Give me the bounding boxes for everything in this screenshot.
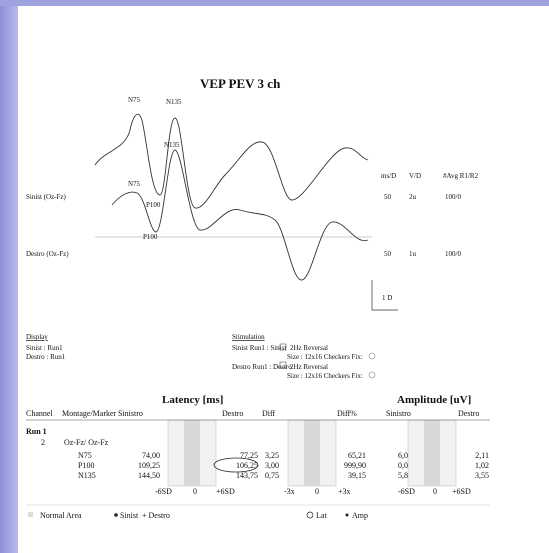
value-cell: 39,15 <box>348 471 366 480</box>
display-line: Sinist : Run1 <box>26 344 63 352</box>
peak-label: N75 <box>128 180 141 188</box>
fix-icon <box>368 352 376 360</box>
peak-label: N135 <box>166 98 182 106</box>
peak-label: N135 <box>164 141 180 149</box>
channel-label: Sinist (Oz-Fz) <box>26 193 67 201</box>
peak-label: N75 <box>128 96 141 104</box>
section-title: Display <box>26 333 48 341</box>
value-cell: 0,75 <box>265 471 279 480</box>
scale-label: -6SD <box>155 487 172 496</box>
legend-label: Sinist <box>120 511 139 520</box>
value-cell: 77,25 <box>240 451 258 460</box>
column-header: Destro <box>458 409 479 418</box>
scale-label: +6SD <box>452 487 471 496</box>
column-header: Sinistro <box>118 409 143 418</box>
normal-area-core <box>424 420 440 486</box>
checkbox <box>279 343 287 351</box>
group-header: Amplitude [uV] <box>397 394 471 406</box>
column-header: Sinistro <box>386 409 411 418</box>
stimulation-line: Size : 12x16 Checkers Fix: <box>287 372 363 380</box>
column-header: Diff <box>262 409 276 418</box>
marker: N135 <box>78 471 96 480</box>
value-cell: 109,25 <box>138 461 160 470</box>
settings-cell: 1u <box>409 250 417 258</box>
value-cell: 3,25 <box>265 451 279 460</box>
stimulation-line: Destro Run1 : Destro <box>232 363 292 371</box>
scale-label: 0 <box>315 487 319 496</box>
display-line: Destro : Run1 <box>26 353 66 361</box>
fix-icon <box>368 371 376 379</box>
scale-label: -6SD <box>398 487 415 496</box>
normal-area-swatch <box>28 512 33 517</box>
column-header: V/D <box>409 172 421 180</box>
settings-cell: 2u <box>409 193 417 201</box>
legend-label: Amp <box>352 511 368 520</box>
peak-label: P100 <box>146 201 161 209</box>
sinist-trace <box>94 113 369 209</box>
stimulation-line: 2Hz Reversal <box>290 363 328 371</box>
normal-area-core <box>184 420 200 486</box>
column-header: Diff% <box>337 409 357 418</box>
group-header: Latency [ms] <box>162 394 223 406</box>
column-header: Montage/Marker <box>62 409 117 418</box>
frame <box>0 0 549 6</box>
value-cell: 6,07 <box>398 451 412 460</box>
value-cell: 999,90 <box>344 461 366 470</box>
normal-areas <box>167 419 457 487</box>
value-cell: 5,84 <box>398 471 412 480</box>
legend-label: Lat <box>316 511 327 520</box>
lat-marker <box>306 511 314 519</box>
legend-label: + Destro <box>142 511 170 520</box>
checkbox <box>279 361 287 369</box>
peak-label: P100 <box>143 233 158 241</box>
marker: N75 <box>78 451 92 460</box>
page <box>18 0 549 553</box>
column-header: Destro <box>222 409 243 418</box>
amp-marker <box>345 513 349 517</box>
sinist-marker <box>114 513 118 517</box>
value-cell: 74,00 <box>142 451 160 460</box>
section-title: Stimulation <box>232 333 265 341</box>
highlight-ellipse <box>213 457 259 473</box>
stimulation-line: Sinist Run1 : Sinist <box>232 344 286 352</box>
settings-cell: 100/0 <box>445 250 461 258</box>
value-cell: 144,50 <box>138 471 160 480</box>
destro-trace <box>111 149 369 281</box>
value-cell: 1,02 <box>475 461 489 470</box>
scale-label: 1 D <box>382 294 392 302</box>
settings-cell: 50 <box>384 250 392 258</box>
legend-label: Normal Area <box>40 511 82 520</box>
stimulation-line: 2Hz Reversal <box>290 344 328 352</box>
column-header: #Avg R1/R2 <box>443 172 479 180</box>
value-cell: 3,55 <box>475 471 489 480</box>
marker: P100 <box>78 461 94 470</box>
value-cell: 143,75 <box>236 471 258 480</box>
run-label: Run 1 <box>26 427 47 436</box>
value-cell: 106,25 <box>236 461 258 470</box>
value-cell: 2,11 <box>475 451 489 460</box>
scale-label: +3x <box>338 487 351 496</box>
value-cell: 3,00 <box>265 461 279 470</box>
normal-area-core <box>304 420 320 486</box>
channel-number: 2 <box>41 438 45 447</box>
column-header: Channel <box>26 409 53 418</box>
scale-label: 0 <box>193 487 197 496</box>
channel-label: Destro (Oz-Fz) <box>26 250 69 258</box>
scale-label: 0 <box>433 487 437 496</box>
settings-cell: 50 <box>384 193 392 201</box>
scale-label: -3x <box>284 487 295 496</box>
settings-cell: 100/0 <box>445 193 461 201</box>
stimulation-line: Size : 12x16 Checkers Fix: <box>287 353 363 361</box>
value-cell: 0,06 <box>398 461 412 470</box>
column-header: ms/D <box>381 172 396 180</box>
montage: Oz-Fz/ Oz-Fz <box>64 438 109 447</box>
title: VEP PEV 3 ch <box>200 76 281 91</box>
value-cell: 65,21 <box>348 451 366 460</box>
scale-bracket <box>371 280 398 311</box>
scale-label: +6SD <box>216 487 235 496</box>
